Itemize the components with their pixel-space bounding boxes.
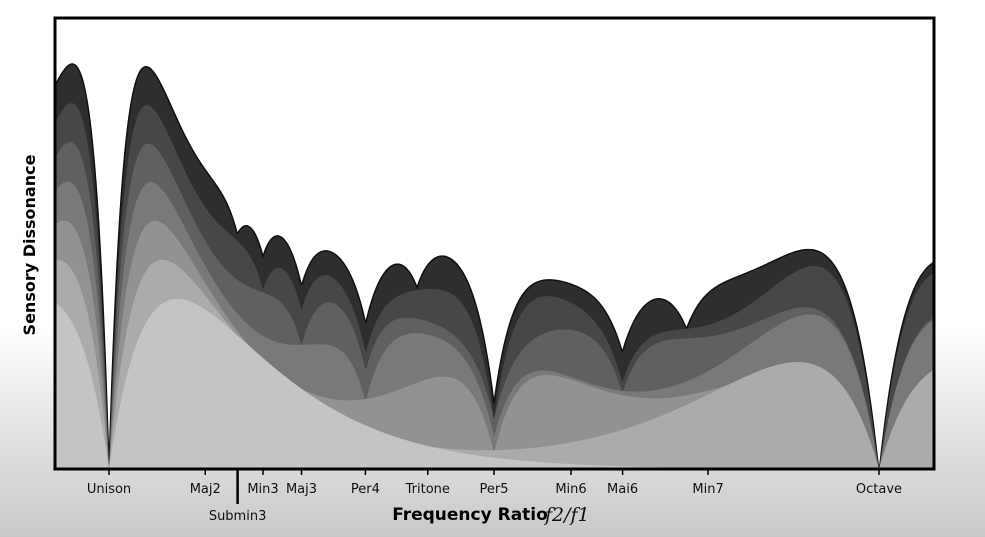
x-axis-math-label: f2/f1 [543, 504, 590, 526]
tick-label-octave: Octave [856, 482, 902, 497]
tick-label-per4: Per4 [351, 482, 380, 497]
dissonance-area-1-partials [55, 298, 934, 469]
tick-label-min3: Min3 [247, 482, 278, 497]
tick-label-maj2: Maj2 [190, 482, 221, 497]
tick-label-tritone: Tritone [405, 482, 450, 497]
tick-label-per5: Per5 [480, 482, 509, 497]
x-axis-label: Frequency Ratio [392, 505, 548, 525]
x-ticks: Unison Maj2 Submin3 Min3 Maj3 Per4 Tritone Per5… [87, 469, 902, 524]
tick-label-maj3: Maj3 [286, 482, 317, 497]
tick-label-unison: Unison [87, 482, 131, 497]
dissonance-areas [54, 63, 935, 470]
tick-label-min6: Min6 [555, 482, 586, 497]
y-axis-label: Sensory Dissonance [20, 154, 39, 335]
tick-label-submin3: Submin3 [209, 509, 267, 524]
tick-label-min7: Min7 [692, 482, 723, 497]
tick-label-mai6: Mai6 [607, 482, 638, 497]
